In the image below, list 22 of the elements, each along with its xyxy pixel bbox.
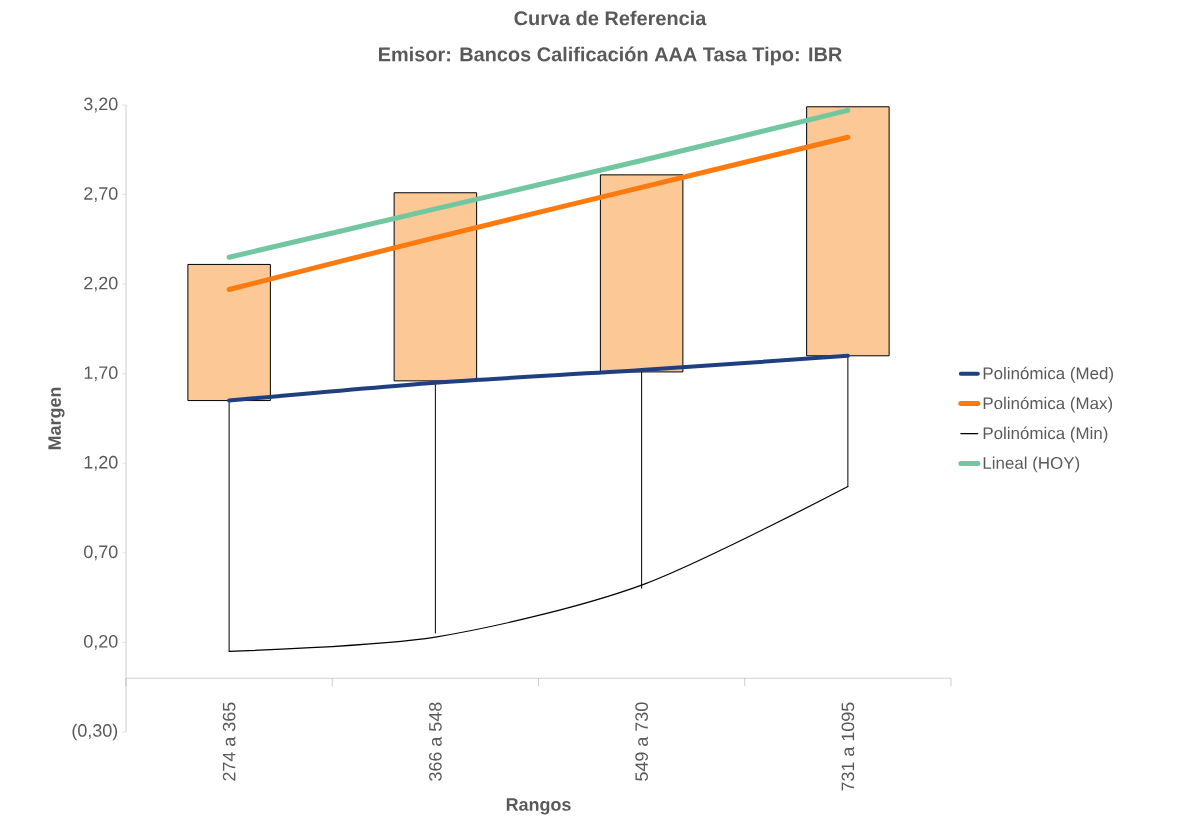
y-tick-label: 2,20 [84, 276, 118, 292]
chart-title: Curva de Referencia [514, 10, 707, 26]
x-tick-label: 274 a 365 [222, 702, 236, 781]
y-tick-label: 1,70 [84, 366, 118, 382]
legend-label: Polinómica (Min) [983, 426, 1108, 443]
y-tick-label: 0,20 [84, 635, 118, 650]
x-axis-title: Rangos [506, 798, 571, 815]
candlestick [393, 192, 478, 634]
y-tick-label: 1,20 [84, 455, 118, 471]
y-tick-label: 0,70 [84, 545, 118, 561]
y-tick-label: 3,20 [84, 97, 118, 113]
legend-label: Lineal (HOY) [983, 456, 1080, 473]
legend-label: Polinómica (Med) [983, 366, 1114, 383]
y-tick-label: (0,30) [72, 723, 118, 741]
y-tick-label: 2,70 [84, 187, 118, 202]
x-tick-label: 731 a 1095 [841, 702, 855, 791]
x-tick-label: 549 a 730 [635, 702, 648, 781]
chart-subtitle: Emisor: Bancos Calificación AAA Tasa Tipo: IBR [379, 46, 842, 66]
line-series [227, 353, 850, 403]
legend-label: Polinómica (Max) [983, 396, 1113, 413]
x-tick-label: 366 a 548 [429, 702, 442, 781]
y-axis-title: Margen [48, 387, 65, 450]
